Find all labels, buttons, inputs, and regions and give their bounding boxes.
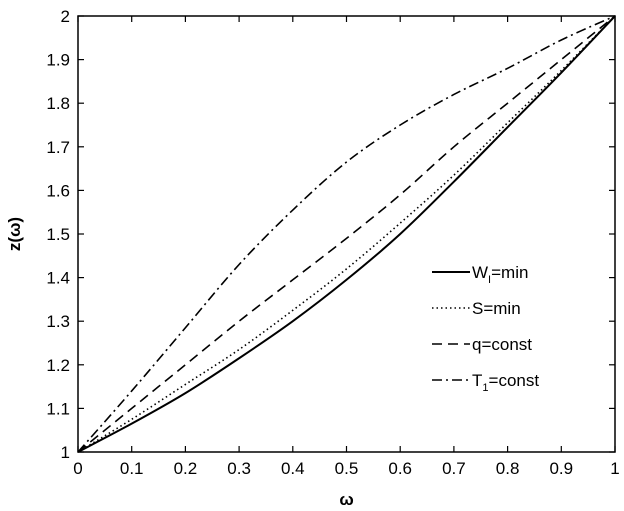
x-tick-label: 0.5 (335, 459, 359, 478)
y-tick-label: 1.6 (46, 181, 70, 200)
series-line-2 (77, 15, 616, 453)
x-tick-label: 0.1 (120, 459, 144, 478)
x-tick-label: 0.2 (174, 459, 198, 478)
y-tick-label: 1.9 (46, 51, 70, 70)
x-tick-label: 0.3 (227, 459, 251, 478)
axis-ticks (77, 15, 616, 453)
y-tick-label: 2 (61, 7, 70, 26)
x-tick-label: 0 (73, 459, 82, 478)
y-tick-label: 1.2 (46, 356, 70, 375)
series-line-1 (77, 15, 616, 453)
legend-entry-1: S=min (472, 299, 521, 318)
x-tick-label: 0.8 (496, 459, 520, 478)
y-tick-label: 1.4 (46, 269, 70, 288)
y-tick-label: 1.8 (46, 94, 70, 113)
axis-tick-labels: 0 0.1 0.2 0.3 0.4 0.5 0.6 0.7 0.8 0.9 1 1 1.1 1.2 1.3 1… (46, 7, 619, 478)
y-tick-label: 1 (61, 443, 70, 462)
series-line-0 (77, 15, 616, 453)
y-axis-label: z(ω) (5, 217, 24, 251)
legend-entry-0: WI=min (472, 263, 528, 286)
x-tick-label: 1 (610, 459, 619, 478)
x-axis-label: ω (339, 490, 353, 509)
y-tick-label: 1.7 (46, 138, 70, 157)
series-line-3 (77, 15, 616, 453)
series-lines (77, 15, 616, 453)
y-tick-label: 1.3 (46, 312, 70, 331)
y-tick-label: 1.1 (46, 399, 70, 418)
legend-entry-2: q=const (472, 335, 532, 354)
x-tick-label: 0.6 (388, 459, 412, 478)
x-tick-label: 0.9 (549, 459, 573, 478)
y-tick-label: 1.5 (46, 225, 70, 244)
legend-entry-3: T1=const (472, 371, 539, 394)
x-tick-label: 0.4 (281, 459, 305, 478)
x-tick-label: 0.7 (442, 459, 466, 478)
legend: WI=min S=min q=const T1=const (432, 263, 539, 394)
